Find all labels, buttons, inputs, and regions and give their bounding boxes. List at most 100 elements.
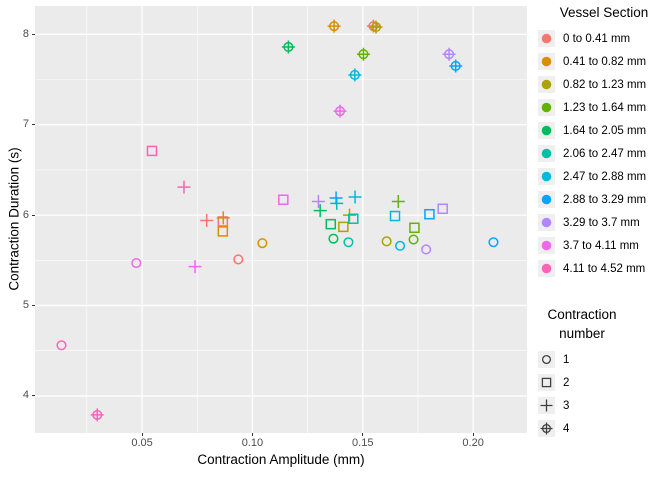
circle-plus-shape-icon (540, 422, 553, 435)
legend-key (538, 237, 555, 254)
legend-item: 4 (538, 417, 626, 440)
vessel-section-legend: Vessel Section 0 to 0.41 mm 0.41 to 0.82 … (538, 4, 670, 280)
scatter-point-circle-plus (442, 47, 456, 61)
color-swatch-dot (541, 79, 552, 90)
y-tick-mark (32, 395, 35, 397)
legend-item: 4.11 to 4.52 mm (538, 257, 670, 280)
legend-item: 3.29 to 3.7 mm (538, 211, 670, 234)
scatter-point-plus (177, 180, 191, 194)
color-swatch-dot (541, 148, 552, 159)
legend-item-label: 1.64 to 2.05 mm (563, 124, 647, 137)
legend-item-label: 0.41 to 0.82 mm (563, 55, 647, 68)
x-tick-label: 0.20 (462, 437, 484, 449)
scatter-point-circle (395, 240, 406, 251)
x-axis-title: Contraction Amplitude (mm) (197, 452, 365, 467)
scatter-point-circle (381, 236, 392, 247)
scatter-point-plus (200, 214, 214, 228)
scatter-point-circle-plus (369, 20, 383, 34)
scatter-point-square (541, 377, 552, 388)
circle-shape-icon (541, 354, 552, 365)
scatter-plot (35, 6, 527, 433)
color-swatch-dot (541, 194, 552, 205)
scatter-point-square (409, 222, 420, 234)
legend-item: 1 (538, 348, 626, 371)
scatter-point-plus (216, 211, 230, 225)
scatter-point-plus (540, 399, 553, 412)
y-tick-mark (32, 124, 35, 126)
scatter-point-square (325, 218, 337, 230)
legend-item-label: 4.11 to 4.52 mm (563, 262, 646, 275)
y-axis-title: Contraction Duration (s) (6, 147, 22, 291)
legend-item-label: 4 (563, 422, 570, 435)
x-tick-mark (141, 433, 143, 436)
legend-item-label: 2.47 to 2.88 mm (563, 170, 647, 183)
legend-item-label: 3.7 to 4.11 mm (563, 239, 639, 252)
scatter-point-circle (488, 237, 499, 248)
x-tick-mark (362, 433, 364, 436)
plus-shape-icon (540, 399, 553, 412)
y-tick-label: 6 (22, 208, 29, 221)
legend-key (538, 99, 555, 116)
legend-item: 0.82 to 1.23 mm (538, 73, 670, 96)
legend-item: 2 (538, 371, 626, 394)
color-swatch-dot (541, 240, 552, 251)
scatter-point-circle-plus (281, 40, 295, 54)
scatter-point-circle (56, 340, 67, 351)
scatter-point-circle (408, 234, 419, 245)
color-swatch-dot (541, 33, 552, 44)
legend-item: 3.7 to 4.11 mm (538, 234, 670, 257)
color-swatch-dot (541, 263, 552, 274)
scatter-point-square (217, 226, 229, 237)
legend-key (538, 260, 555, 277)
y-tick-label: 5 (22, 299, 29, 312)
legend-item-label: 0 to 0.41 mm (563, 32, 631, 45)
legend-key (538, 351, 555, 368)
scatter-point-circle-plus (90, 408, 104, 422)
legend-item-label: 2.06 to 2.47 mm (563, 147, 647, 160)
legend-item: 0 to 0.41 mm (538, 27, 670, 50)
y-tick-label: 8 (22, 27, 29, 40)
color-swatch-dot (541, 217, 552, 228)
scatter-point-circle-plus (356, 47, 370, 61)
scatter-point-circle-plus (449, 59, 463, 73)
x-tick-label: 0.05 (131, 437, 153, 449)
legend-item: 2.06 to 2.47 mm (538, 142, 670, 165)
color-swatch-dot (541, 56, 552, 67)
legend-item-label: 2.88 to 3.29 mm (563, 193, 647, 206)
scatter-point-circle-plus (540, 422, 553, 435)
x-tick-mark (251, 433, 253, 436)
legend-item-label: 1 (563, 353, 570, 366)
legend-key (538, 397, 555, 414)
legend-item-label: 2 (563, 376, 570, 389)
scatter-point-circle (233, 254, 244, 265)
legend-item-label: 1.23 to 1.64 mm (563, 101, 647, 114)
legend-key (538, 145, 555, 162)
y-tick-label: 7 (22, 118, 29, 131)
legend-item: 1.23 to 1.64 mm (538, 96, 670, 119)
scatter-point-square (437, 203, 448, 215)
legend-key (538, 76, 555, 93)
scatter-point-circle (343, 237, 354, 248)
contraction-legend-title-line2: number (559, 326, 605, 341)
scatter-point-square (278, 194, 289, 205)
scatter-point-square (146, 145, 158, 157)
scatter-point-plus (188, 260, 202, 274)
legend-item: 1.64 to 2.05 mm (538, 119, 670, 142)
legend-item: 2.47 to 2.88 mm (538, 165, 670, 188)
legend-item-label: 3.29 to 3.7 mm (563, 216, 640, 229)
contraction-legend-title-line1: Contraction (547, 307, 617, 322)
color-swatch-dot (541, 171, 552, 182)
legend-key (538, 168, 555, 185)
legend-item: 2.88 to 3.29 mm (538, 188, 670, 211)
legend-key (538, 191, 555, 208)
color-swatch-dot (541, 102, 552, 113)
color-swatch-dot (541, 125, 552, 136)
legend-key (538, 122, 555, 139)
vessel-legend-title: Vessel Section (559, 5, 649, 20)
legend-item: 0.41 to 0.82 mm (538, 50, 670, 73)
legend-key (538, 53, 555, 70)
y-tick-mark (32, 214, 35, 216)
scatter-point-circle-plus (333, 104, 347, 118)
square-shape-icon (541, 377, 552, 388)
